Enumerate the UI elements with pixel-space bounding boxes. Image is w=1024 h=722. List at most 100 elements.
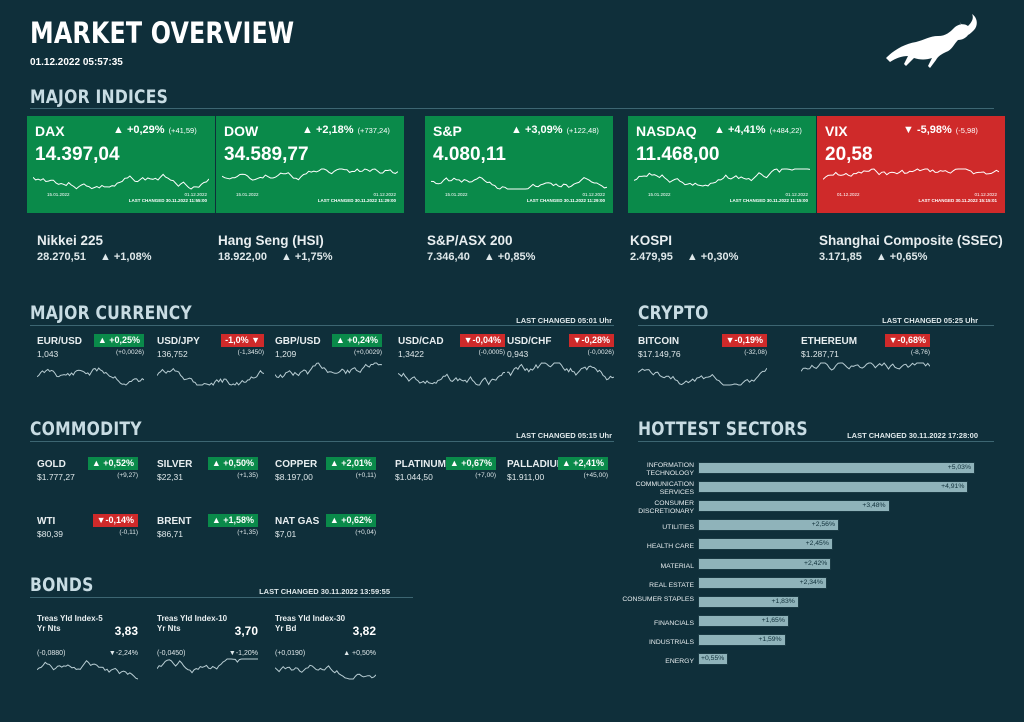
- sector-value-label: +3,48%: [862, 502, 886, 510]
- sub-index-value: 18.922,00 ▲ +1,75%: [218, 251, 333, 263]
- sub-index[interactable]: KOSPI 2.479,95 ▲ +0,30%: [630, 233, 738, 263]
- commodity-value: $1.911,00: [507, 472, 545, 482]
- commodity-tile[interactable]: PLATINUM ▲ +0,67% $1.044,50 (+7,00): [395, 457, 496, 515]
- currency-tile[interactable]: EUR/USD ▲ +0,25% 1,043 (+0,0026): [37, 334, 144, 392]
- index-card-dax[interactable]: DAX ▲ +0,29% (+41,59) 14.397,04 15.01.2022 01…: [27, 116, 215, 213]
- currency-tile[interactable]: USD/CAD ▼-0,04% 1,3422 (-0,0005): [398, 334, 505, 392]
- commodity-abs-change: (+7,00): [475, 472, 496, 479]
- change-badge: ▼-0,28%: [568, 334, 614, 347]
- currency-tile[interactable]: GBP/USD ▲ +0,24% 1,209 (+0,0029): [275, 334, 382, 392]
- change-badge: ▲ +0,62%: [325, 514, 376, 527]
- crypto-abs-change: (-32,08): [744, 349, 767, 356]
- commodity-tile[interactable]: GOLD ▲ +0,52% $1.777,27 (+9,27): [37, 457, 138, 515]
- change-badge: ▼-0,19%: [721, 334, 767, 347]
- section-bonds: BONDS: [30, 574, 94, 596]
- commodity-value: $22,31: [157, 472, 183, 482]
- sparkline: [634, 168, 810, 187]
- commodity-tile[interactable]: BRENT ▲ +1,58% $86,71 (+1,35): [157, 514, 258, 572]
- commodity-value: $1.777,27: [37, 472, 75, 482]
- crypto-last-changed: LAST CHANGED 05:25 Uhr: [882, 316, 978, 325]
- chart-end-date: 01.12.2022: [373, 192, 396, 197]
- index-name: DOW: [224, 123, 259, 139]
- change-badge: ▲ +0,50%: [207, 457, 258, 470]
- currency-abs-change: (-0,0026): [587, 349, 614, 356]
- sub-index-name: Hang Seng (HSI): [218, 233, 324, 248]
- currency-tile[interactable]: USD/JPY -1,0% ▼ 136,752 (-1,3450): [157, 334, 264, 392]
- sector-value-label: +0,55%: [701, 655, 725, 662]
- timestamp: 01.12.2022 05:57:35: [30, 57, 123, 68]
- bond-value: 3,70: [234, 624, 258, 638]
- sub-index-name: Nikkei 225: [37, 233, 104, 248]
- bond-abs-change: (-0,0450): [157, 650, 186, 657]
- index-card-nasdaq[interactable]: NASDAQ ▲ +4,41% (+484,22) 11.468,00 15.01.20…: [628, 116, 816, 213]
- sparkline: [222, 168, 398, 181]
- commodity-tile[interactable]: SILVER ▲ +0,50% $22,31 (+1,35): [157, 457, 258, 515]
- sparkline: [398, 372, 505, 386]
- commodity-tile[interactable]: COPPER ▲ +2,01% $8.197,00 (+0,11): [275, 457, 376, 515]
- sector-bar: +0,55%: [698, 653, 729, 665]
- commodity-name: WTI: [37, 516, 56, 527]
- sparkline: [157, 367, 264, 386]
- currency-name: USD/JPY: [157, 336, 200, 347]
- currency-value: 1,209: [275, 349, 297, 359]
- index-value: 4.080,11: [433, 144, 506, 165]
- currency-value: 1,043: [37, 349, 59, 359]
- crypto-value: $1.287,71: [801, 349, 839, 359]
- bond-pct-change: ▼-1,20%: [228, 650, 258, 657]
- bull-logo-icon: [886, 14, 977, 68]
- index-card-vix[interactable]: VIX ▼ -5,98% (-5,98) 20,58 01.12.2022 01.12.2…: [817, 116, 1005, 213]
- crypto-tile[interactable]: ETHEREUM ▼-0,68% $1.287,71 (-8,76): [801, 334, 930, 392]
- commodity-tile[interactable]: PALLADIUM ▲ +2,41% $1.911,00 (+45,00): [507, 457, 608, 515]
- sparkline: [37, 367, 144, 386]
- sectors-last-changed: LAST CHANGED 30.11.2022 17:28:00: [847, 431, 978, 440]
- chart-end-date: 01.12.2022: [785, 192, 808, 197]
- crypto-tile[interactable]: BITCOIN ▼-0,19% $17.149,76 (-32,08): [638, 334, 767, 392]
- commodity-value: $7,01: [275, 529, 297, 539]
- sub-index[interactable]: S&P/ASX 200 7.346,40 ▲ +0,85%: [427, 233, 535, 263]
- index-value: 20,58: [825, 144, 873, 165]
- sector-bar: +5,03%: [698, 462, 975, 474]
- divider: [638, 325, 994, 326]
- section-major-indices: MAJOR INDICES: [30, 86, 169, 108]
- crypto-value: $17.149,76: [638, 349, 681, 359]
- change-badge: ▼-0,14%: [92, 514, 138, 527]
- sector-label: INDUSTRIALS: [649, 638, 694, 646]
- commodity-name: PLATINUM: [395, 459, 446, 470]
- sector-value-label: +4,91%: [941, 483, 965, 491]
- bond-tile[interactable]: Treas Yld Index-10 Yr Nts 3,70 (-0,0450) ▼-…: [157, 614, 258, 684]
- index-last-changed: LAST CHANGED 30.11.2022 11:55:00: [128, 198, 207, 203]
- index-last-changed: LAST CHANGED 30.11.2022 15:15:01: [918, 198, 997, 203]
- bond-tile[interactable]: Treas Yld Index-30 Yr Bd 3,82 (+0,0190) ▲ +…: [275, 614, 376, 684]
- change-badge: ▼-0,68%: [884, 334, 930, 347]
- sub-index[interactable]: Hang Seng (HSI) 18.922,00 ▲ +1,75%: [218, 233, 333, 263]
- sub-index-name: KOSPI: [630, 233, 673, 248]
- commodity-abs-change: (+1,35): [237, 472, 258, 479]
- sector-label: ENERGY: [665, 658, 694, 665]
- sparkline: [431, 176, 607, 190]
- currency-tile[interactable]: USD/CHF ▼-0,28% 0,943 (-0,0026): [507, 334, 614, 392]
- index-change: ▲ +2,18% (+737,24): [302, 124, 390, 136]
- commodity-abs-change: (+0,11): [355, 472, 376, 479]
- sub-index-value: 7.346,40 ▲ +0,85%: [427, 251, 536, 263]
- bond-tile[interactable]: Treas Yld Index-5 Yr Nts 3,83 (-0,0880) ▼-2…: [37, 614, 138, 684]
- commodity-tile[interactable]: WTI ▼-0,14% $80,39 (-0,11): [37, 514, 138, 572]
- currency-abs-change: (-1,3450): [237, 349, 264, 356]
- sub-index[interactable]: Nikkei 225 28.270,51 ▲ +1,08%: [37, 233, 152, 263]
- index-card-sp[interactable]: S&P ▲ +3,09% (+122,48) 4.080,11 15.01.2022 01…: [425, 116, 613, 213]
- commodity-tile[interactable]: NAT GAS ▲ +0,62% $7,01 (+0,04): [275, 514, 376, 572]
- index-change: ▲ +3,09% (+122,48): [511, 124, 599, 136]
- currency-abs-change: (-0,0005): [478, 349, 505, 356]
- sector-label: CONSUMER DISCRETIONARY: [638, 500, 694, 516]
- sector-bar: +3,48%: [698, 500, 890, 513]
- sub-index[interactable]: Shanghai Composite (SSEC) 3.171,85 ▲ +0,65…: [819, 233, 1003, 263]
- index-card-dow[interactable]: DOW ▲ +2,18% (+737,24) 34.589,77 15.01.2022 0…: [216, 116, 404, 213]
- sparkline: [823, 168, 999, 180]
- sector-bar: +2,45%: [698, 538, 833, 551]
- currency-value: 0,943: [507, 349, 529, 359]
- sub-index-value: 3.171,85 ▲ +0,65%: [819, 251, 928, 263]
- commodity-abs-change: (+0,04): [355, 529, 376, 536]
- sub-index-name: S&P/ASX 200: [427, 233, 513, 248]
- chart-start-date: 15.01.2022: [445, 192, 468, 197]
- change-badge: ▲ +1,58%: [207, 514, 258, 527]
- sector-label: COMMUNICATION SERVICES: [635, 481, 694, 497]
